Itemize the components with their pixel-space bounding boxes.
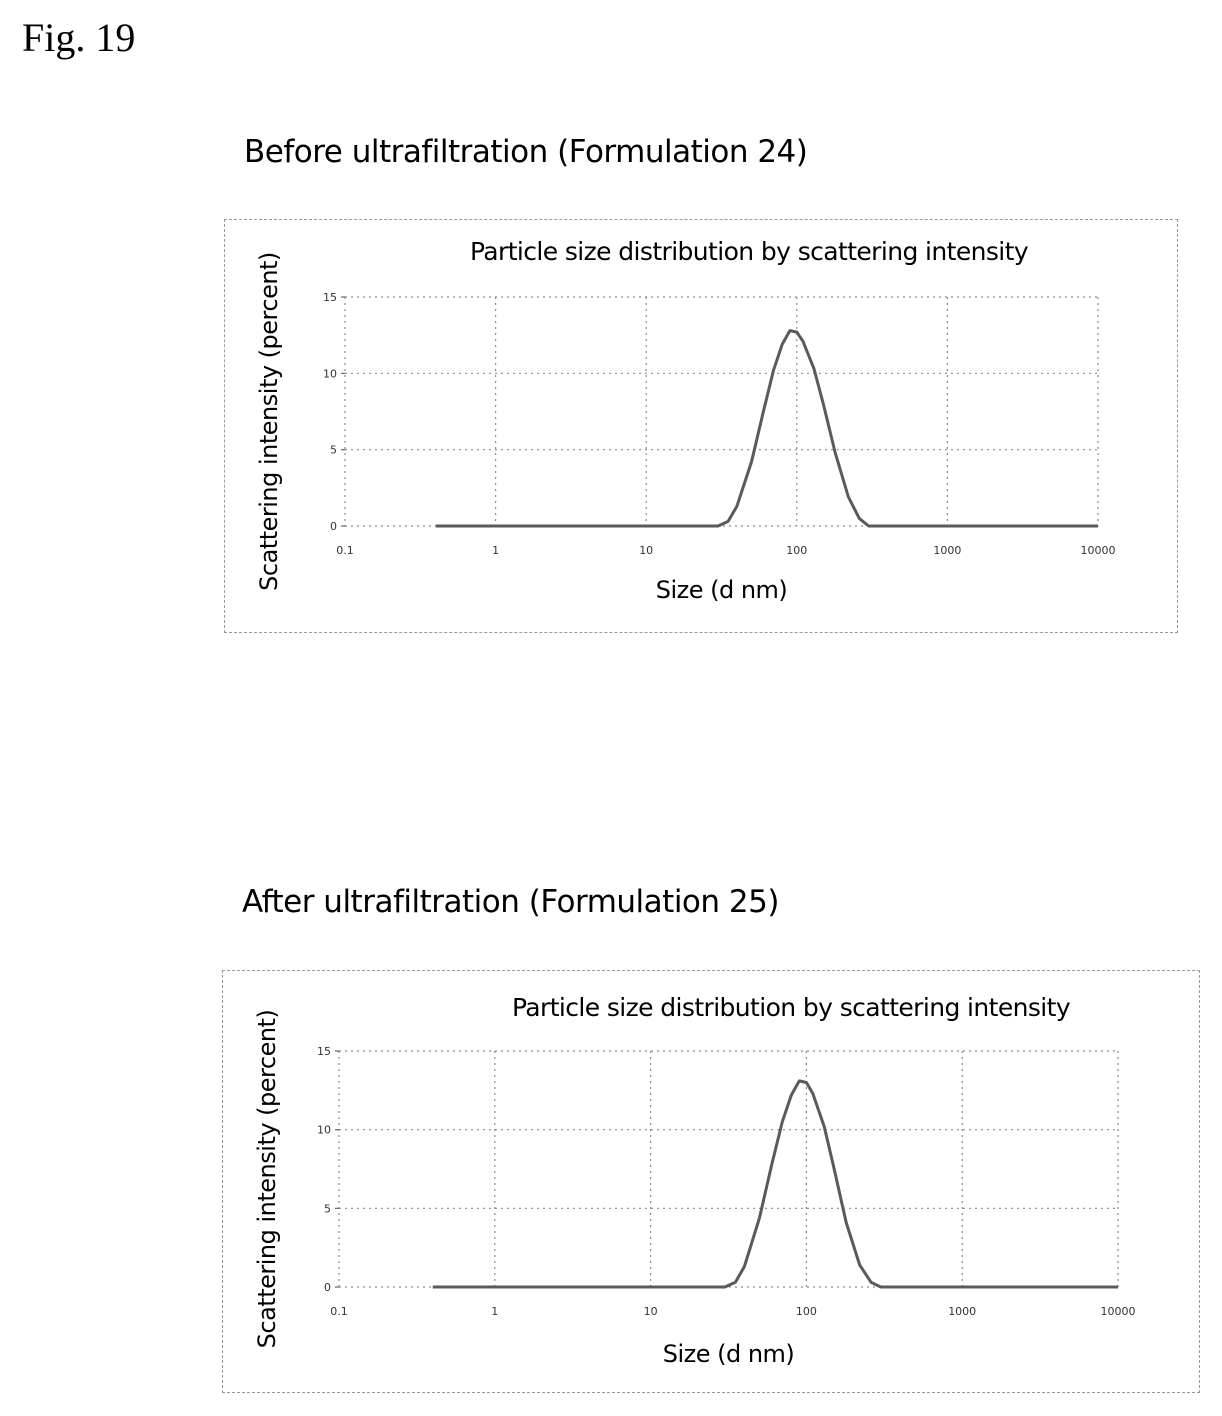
x-tick-label: 0.1	[336, 544, 354, 557]
y-tick-label: 5	[330, 444, 337, 457]
chart-panel-after: 0.1 1 10 100 1000 10000 0 5 10 15 Particle size di…	[222, 970, 1200, 1393]
panel-heading-after: After ultrafiltration (Formulation 25)	[242, 884, 779, 920]
x-axis-label: Size (d nm)	[663, 1340, 795, 1368]
chart-panel-before: 0.1 1 10 100 1000 10000 0 5 10 15 Particle size di…	[224, 219, 1178, 633]
x-tick-label: 1	[491, 1305, 498, 1318]
x-tick-label: 1	[492, 544, 499, 557]
y-tick-label: 5	[324, 1202, 331, 1215]
y-axis-label: Scattering intensity (percent)	[255, 252, 283, 591]
x-tick-label: 100	[786, 544, 807, 557]
y-tick-label: 15	[323, 291, 337, 304]
x-tick-label: 10000	[1081, 544, 1116, 557]
chart-after-ultrafiltration: 0.1 1 10 100 1000 10000 0 5 10 15 Particle size di…	[253, 993, 1136, 1368]
x-tick-label: 1000	[948, 1305, 976, 1318]
y-tick-label: 15	[317, 1045, 331, 1058]
figure-label: Fig. 19	[22, 15, 136, 60]
x-tick-label: 10000	[1101, 1305, 1136, 1318]
x-tick-label: 10	[644, 1305, 658, 1318]
x-tick-label: 10	[639, 544, 653, 557]
y-tick-label: 0	[324, 1281, 331, 1294]
x-axis-label: Size (d nm)	[656, 576, 788, 604]
y-tick-label: 0	[330, 520, 337, 533]
y-tick-label: 10	[317, 1124, 331, 1137]
y-axis-label: Scattering intensity (percent)	[253, 1010, 281, 1349]
panel-heading-before: Before ultrafiltration (Formulation 24)	[244, 134, 808, 170]
x-tick-label: 1000	[933, 544, 961, 557]
chart-title: Particle size distribution by scattering…	[512, 993, 1071, 1022]
y-tick-label: 10	[323, 367, 337, 380]
x-tick-label: 0.1	[330, 1305, 348, 1318]
x-tick-label: 100	[796, 1305, 817, 1318]
chart-before-ultrafiltration: 0.1 1 10 100 1000 10000 0 5 10 15 Particle size di…	[255, 237, 1116, 604]
distribution-curve	[435, 329, 1098, 528]
distribution-curve	[432, 1079, 1118, 1289]
chart-title: Particle size distribution by scattering…	[470, 237, 1029, 266]
